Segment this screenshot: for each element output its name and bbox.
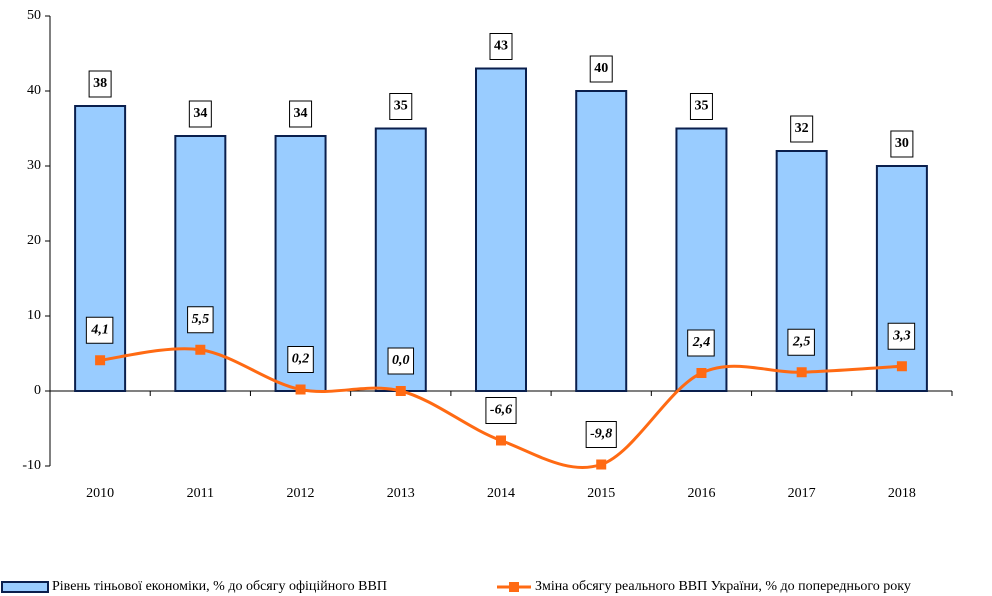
data-label-box: 2,4 (687, 329, 715, 357)
label-box (589, 55, 613, 83)
y-tick-label: 40 (27, 83, 41, 98)
x-tick-label: 2012 (287, 486, 315, 501)
line-marker (395, 386, 406, 396)
line-marker (596, 459, 607, 470)
data-label-box: 40 (589, 55, 613, 83)
data-label: 0,0 (392, 353, 410, 368)
data-label: 38 (93, 76, 107, 91)
data-label: 4,1 (90, 322, 109, 337)
data-label-box: 30 (890, 130, 914, 158)
data-label-box: 32 (790, 115, 814, 143)
line-marker (896, 361, 907, 372)
y-tick-label: -10 (22, 458, 41, 473)
legend-label: Зміна обсягу реального ВВП України, % до… (535, 579, 911, 594)
legend-label: Рівень тіньової економіки, % до обсягу о… (52, 579, 387, 594)
data-label-box: 35 (389, 93, 413, 120)
bar (575, 90, 628, 392)
x-tick-label: 2017 (788, 486, 816, 501)
data-label: -6,6 (490, 403, 512, 418)
data-label: 3,3 (892, 328, 911, 343)
label-box (187, 306, 214, 334)
line-marker (796, 367, 807, 378)
data-label: 0,2 (292, 352, 310, 367)
data-label: -9,8 (590, 427, 612, 442)
label-box (289, 100, 313, 128)
data-label: 34 (193, 106, 207, 121)
label-box (585, 421, 617, 448)
data-label-box: 0,2 (287, 346, 314, 373)
data-label-box: 2,5 (787, 328, 815, 356)
data-label: 2,5 (792, 334, 811, 349)
label-box (689, 93, 713, 120)
label-box (887, 322, 916, 350)
data-label: 2,4 (692, 335, 711, 350)
label-box (687, 329, 715, 357)
y-tick-label: 10 (27, 308, 41, 323)
label-box (485, 397, 517, 424)
x-tick-label: 2013 (387, 486, 415, 501)
label-box (790, 115, 814, 143)
x-tick-label: 2014 (487, 486, 515, 501)
label-box (85, 316, 114, 344)
line-marker (496, 435, 506, 446)
data-label: 34 (294, 106, 308, 121)
label-box (489, 33, 513, 60)
label-box (287, 346, 314, 373)
x-tick-label: 2016 (687, 486, 715, 501)
label-box (88, 70, 112, 98)
bar (374, 127, 427, 392)
bar (475, 67, 527, 392)
y-tick-label: 30 (27, 158, 41, 173)
line-marker (696, 368, 707, 378)
data-label-box: 43 (489, 33, 513, 60)
x-tick-label: 2015 (587, 486, 615, 501)
data-label-box: 34 (289, 100, 313, 128)
y-tick-label: 50 (27, 8, 41, 23)
bar (875, 165, 928, 392)
label-box (387, 347, 415, 375)
label-box (188, 100, 212, 128)
data-label-box: 5,5 (187, 306, 214, 334)
x-tick-label: 2018 (888, 486, 916, 501)
data-label-box: 34 (188, 100, 212, 128)
data-label: 5,5 (192, 312, 210, 327)
x-tick-label: 2010 (86, 486, 114, 501)
legend-swatch (1, 581, 49, 593)
data-label: 32 (795, 121, 809, 136)
x-tick-label: 2011 (187, 486, 214, 501)
data-label: 35 (694, 99, 708, 114)
y-tick-label: 20 (27, 233, 41, 248)
data-label-box: -6,6 (485, 397, 517, 424)
line-marker (195, 344, 206, 355)
data-label: 35 (394, 99, 408, 114)
data-label: 30 (895, 136, 909, 151)
y-tick-label: 0 (34, 383, 41, 398)
label-box (890, 130, 914, 158)
data-label: 43 (494, 39, 508, 54)
bar (74, 105, 127, 392)
legend-marker (509, 582, 519, 592)
label-box (389, 93, 413, 120)
data-label-box: 35 (689, 93, 713, 120)
data-label: 40 (594, 61, 608, 76)
data-label-box: 3,3 (887, 322, 916, 350)
line-marker (95, 355, 106, 366)
line-marker (295, 384, 306, 395)
data-label-box: 38 (88, 70, 112, 98)
label-box (787, 328, 815, 356)
data-label-box: 4,1 (85, 316, 114, 344)
data-label-box: -9,8 (585, 421, 617, 448)
data-label-box: 0,0 (387, 347, 415, 375)
